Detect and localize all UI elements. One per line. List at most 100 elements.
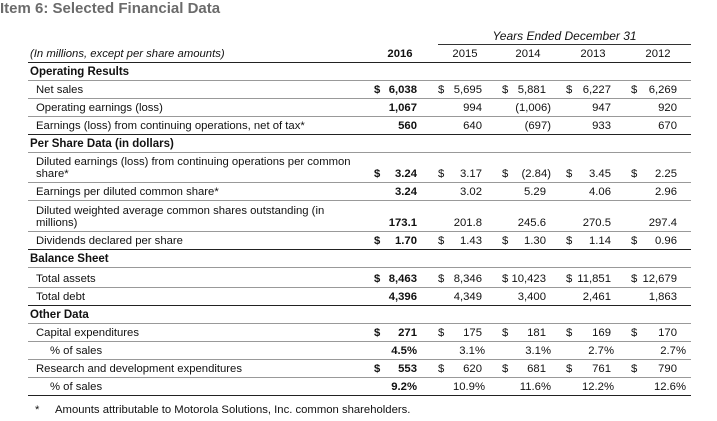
row-rnd: Research and development expenditures $ … — [28, 359, 691, 378]
currency: $ — [502, 84, 509, 96]
value-2016: 560 — [398, 120, 417, 132]
currency: $ — [438, 84, 445, 96]
value-2016: 8,463 — [388, 273, 417, 285]
value-2014: (697) — [524, 120, 551, 132]
row-operating-earnings: Operating earnings (loss) 1,067 994 (1,0… — [28, 98, 691, 117]
row-label: % of sales — [50, 381, 103, 393]
value-2014: 10,423 — [511, 273, 546, 285]
section-other-data: Other Data — [28, 305, 691, 324]
section-balance-sheet: Balance Sheet — [28, 249, 691, 268]
column-header-row: (In millions, except per share amounts) … — [28, 44, 691, 63]
row-capex-pct: % of sales 4.5% 3.1% 3.1% 2.7% 2.7% — [28, 341, 691, 360]
currency: $ — [631, 363, 638, 375]
value-2016: 4.5% — [391, 345, 417, 357]
value-2015: 4,349 — [453, 291, 482, 303]
row-capex: Capital expenditures $ 271 $ 175 $ 181 $… — [28, 323, 691, 342]
value-2016: 6,038 — [388, 84, 417, 96]
footnote-marker: * — [35, 404, 40, 416]
value-2016: 1,067 — [388, 102, 417, 114]
row-earnings-continuing: Earnings (loss) from continuing operatio… — [28, 116, 691, 135]
value-2013: 761 — [592, 363, 611, 375]
value-2015: 175 — [463, 327, 482, 339]
currency: $ — [438, 363, 445, 375]
row-label: Operating earnings (loss) — [36, 102, 163, 114]
row-diluted-continuing: Diluted earnings (loss) from continuing … — [28, 152, 691, 183]
value-2012: 6,269 — [648, 84, 677, 96]
row-label: % of sales — [50, 345, 103, 357]
currency: $ — [631, 273, 638, 285]
value-2013: 3.45 — [589, 168, 611, 180]
year-header-2013: 2013 — [580, 48, 606, 60]
row-label: Earnings (loss) from continuing operatio… — [36, 120, 305, 132]
value-2014: 11.6% — [519, 381, 551, 393]
currency: $ — [502, 235, 509, 247]
value-2012: 2.96 — [655, 186, 677, 198]
value-2014: 1.30 — [524, 235, 546, 247]
row-diluted-common: Earnings per diluted common share* 3.24 … — [28, 182, 691, 201]
year-header-2014: 2014 — [515, 48, 541, 60]
value-2015: 8,346 — [453, 273, 482, 285]
value-2015: 620 — [463, 363, 482, 375]
currency: $ — [502, 168, 509, 180]
row-total-assets: Total assets $ 8,463 $ 8,346 $ 10,423 $ … — [28, 267, 691, 288]
currency: $ — [631, 235, 638, 247]
currency: $ — [438, 273, 445, 285]
value-2016: 553 — [398, 363, 417, 375]
year-header-2016: 2016 — [387, 48, 413, 60]
value-2013: 1.14 — [589, 235, 611, 247]
value-2013: 169 — [592, 327, 611, 339]
value-2015: 5,695 — [453, 84, 482, 96]
value-2012: 12,679 — [642, 273, 677, 285]
value-2014: 5.29 — [524, 186, 546, 198]
value-2014: 181 — [527, 327, 546, 339]
currency: $ — [438, 168, 445, 180]
value-2014: 3.1% — [525, 345, 551, 357]
value-2013: 11,851 — [577, 273, 611, 285]
value-2013: 947 — [592, 102, 611, 114]
currency: $ — [502, 273, 509, 285]
currency: $ — [374, 273, 381, 285]
section-title: Other Data — [30, 309, 89, 321]
value-2015: 3.17 — [460, 168, 482, 180]
value-2013: 270.5 — [582, 217, 611, 229]
row-dividends: Dividends declared per share $ 1.70 $ 1.… — [28, 231, 691, 250]
value-2014: 245.6 — [517, 217, 546, 229]
currency: $ — [374, 363, 381, 375]
row-label: Net sales — [36, 84, 84, 96]
value-2012: 12.6% — [653, 381, 686, 393]
row-total-debt: Total debt 4,396 4,349 3,400 2,461 1,863 — [28, 287, 691, 306]
row-rnd-pct: % of sales 9.2% 10.9% 11.6% 12.2% 12.6% — [28, 377, 691, 396]
value-2014: (1,006) — [515, 102, 551, 114]
units-label: (In millions, except per share amounts) — [30, 48, 225, 60]
currency: $ — [566, 84, 573, 96]
section-title: Balance Sheet — [30, 253, 109, 265]
section-per-share-data: Per Share Data (in dollars) — [28, 134, 691, 153]
value-2015: 640 — [463, 120, 482, 132]
section-operating-results: Operating Results — [28, 62, 691, 81]
row-net-sales: Net sales $ 6,038 $ 5,695 $ 5,881 $ 6,22… — [28, 80, 691, 99]
row-label: Total assets — [36, 273, 96, 285]
value-2016: 271 — [398, 327, 417, 339]
currency: $ — [566, 235, 573, 247]
value-2015: 1.43 — [460, 235, 482, 247]
value-2013: 4.06 — [589, 186, 611, 198]
currency: $ — [566, 327, 573, 339]
value-2012: 1,863 — [648, 291, 677, 303]
value-2013: 933 — [592, 120, 611, 132]
value-2016: 9.2% — [391, 381, 417, 393]
value-2015: 201.8 — [453, 217, 482, 229]
value-2014: 681 — [527, 363, 546, 375]
row-label: Total debt — [36, 291, 85, 303]
value-2012: 170 — [658, 327, 677, 339]
currency: $ — [566, 363, 573, 375]
page-title: Item 6: Selected Financial Data — [0, 0, 221, 17]
value-2012: 2.7% — [660, 345, 686, 357]
value-2015: 10.9% — [452, 381, 485, 393]
value-2015: 994 — [463, 102, 482, 114]
row-label-line-1: Diluted weighted average common shares o… — [36, 205, 325, 217]
value-2016: 4,396 — [388, 291, 417, 303]
value-2012: 297.4 — [648, 217, 677, 229]
footnote: * Amounts attributable to Motorola Solut… — [35, 404, 410, 416]
value-2013: 2.7% — [588, 345, 614, 357]
currency: $ — [502, 327, 509, 339]
